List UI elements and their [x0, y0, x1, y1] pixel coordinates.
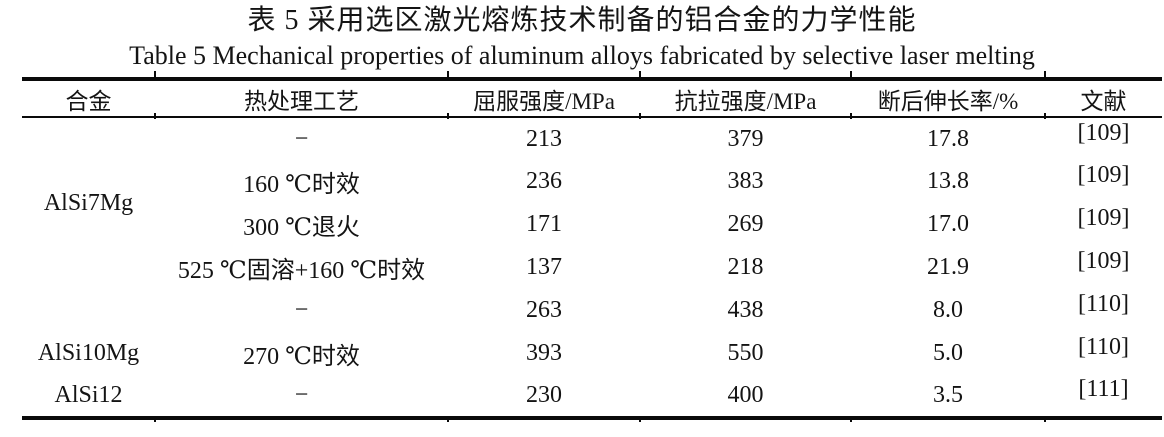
alloy-cell: AlSi7Mg	[43, 190, 134, 216]
treatment-cell: 525 ℃固溶+160 ℃时效	[177, 258, 426, 284]
treatment-cell: 160 ℃时效	[243, 172, 360, 198]
table-row: 300 ℃退火 171 269 17.0 [109]	[22, 203, 1162, 246]
reference-superscript: [109]	[1077, 248, 1130, 274]
col-header-yield-strength: 屈服强度/MPa	[448, 79, 640, 118]
column-tick	[1044, 71, 1046, 77]
reference-cell: [109]	[1045, 203, 1162, 246]
tensile-strength-cell: 379	[727, 125, 764, 152]
reference-cell: [110]	[1045, 332, 1162, 375]
yield-strength-cell: 137	[526, 254, 562, 280]
reference-superscript: [109]	[1077, 119, 1130, 146]
yield-strength-cell: 171	[526, 211, 562, 237]
column-tick	[1044, 113, 1046, 119]
mechanical-properties-table: 合金 热处理工艺 屈服强度/MPa 抗拉强度/MPa 断后伸长率/% 文献 Al…	[22, 71, 1162, 426]
column-tick	[850, 113, 852, 119]
column-tick	[850, 71, 852, 77]
elongation-cell: 13.8	[927, 168, 969, 194]
tensile-strength-cell: 438	[727, 297, 764, 323]
reference-superscript: [111]	[1078, 376, 1129, 402]
tensile-strength-cell: 400	[727, 382, 764, 408]
treatment-cell: 270 ℃时效	[243, 344, 360, 370]
treatment-cell: 300 ℃退火	[243, 215, 360, 241]
column-tick	[639, 416, 641, 422]
table-row: AlSi7Mg − 213 379 17.8 [109]	[22, 117, 1162, 217]
table-row: AlSi10Mg 270 ℃时效 393 550 5.0 [110]	[22, 332, 1162, 375]
column-tick	[447, 416, 449, 422]
reference-superscript: [110]	[1077, 334, 1130, 360]
tensile-strength-cell: 269	[727, 211, 764, 237]
reference-cell: [111]	[1045, 375, 1162, 418]
treatment-cell: −	[294, 297, 309, 323]
treatment-cell: −	[294, 382, 309, 408]
column-tick	[447, 113, 449, 119]
elongation-cell: 17.8	[927, 125, 969, 152]
elongation-cell: 3.5	[933, 382, 963, 408]
reference-cell: [109]	[1045, 246, 1162, 289]
reference-cell: [110]	[1045, 289, 1162, 332]
column-tick	[1044, 416, 1046, 422]
yield-strength-cell: 213	[526, 125, 562, 152]
reference-superscript: [109]	[1077, 162, 1130, 188]
elongation-cell: 17.0	[927, 211, 969, 237]
yield-strength-cell: 236	[526, 168, 562, 194]
column-tick	[154, 71, 156, 77]
column-tick	[850, 416, 852, 422]
tensile-strength-cell: 550	[727, 340, 764, 366]
col-header-tensile-strength: 抗拉强度/MPa	[640, 79, 851, 118]
elongation-cell: 5.0	[933, 340, 963, 366]
table-caption-en: Table 5 Mechanical properties of aluminu…	[129, 41, 1035, 70]
column-tick	[639, 71, 641, 77]
table-caption-zh: 表 5 采用选区激光熔炼技术制备的铝合金的力学性能	[247, 5, 917, 36]
tensile-strength-cell: 218	[727, 254, 764, 280]
col-header-heat-treatment: 热处理工艺	[155, 79, 448, 118]
table-row: 525 ℃固溶+160 ℃时效 137 218 21.9 [109]	[22, 246, 1162, 289]
alloy-cell: AlSi10Mg	[37, 340, 140, 366]
alloy-cell	[22, 289, 155, 332]
elongation-cell: 8.0	[933, 297, 963, 323]
reference-cell: [109]	[1045, 117, 1162, 160]
yield-strength-cell: 393	[526, 340, 562, 366]
reference-superscript: [110]	[1077, 291, 1130, 317]
elongation-cell: 21.9	[927, 254, 969, 280]
table-row: − 263 438 8.0 [110]	[22, 289, 1162, 332]
reference-cell: [109]	[1045, 160, 1162, 203]
column-tick	[639, 113, 641, 119]
table-row: 160 ℃时效 236 383 13.8 [109]	[22, 160, 1162, 203]
col-header-elongation: 断后伸长率/%	[851, 79, 1045, 118]
data-table: 合金 热处理工艺 屈服强度/MPa 抗拉强度/MPa 断后伸长率/% 文献 Al…	[22, 77, 1162, 420]
column-tick	[154, 416, 156, 422]
table-row: AlSi12 − 230 400 3.5 [111]	[22, 375, 1162, 418]
tensile-strength-cell: 383	[727, 168, 764, 194]
header-row: 合金 热处理工艺 屈服强度/MPa 抗拉强度/MPa 断后伸长率/% 文献	[22, 79, 1162, 118]
alloy-cell: AlSi12	[54, 382, 123, 408]
reference-superscript: [109]	[1077, 205, 1130, 231]
col-header-reference: 文献	[1045, 79, 1162, 118]
treatment-cell: −	[294, 125, 309, 152]
column-tick	[447, 71, 449, 77]
yield-strength-cell: 263	[526, 297, 562, 323]
yield-strength-cell: 230	[526, 382, 562, 408]
col-header-alloy: 合金	[22, 79, 155, 118]
column-tick	[154, 113, 156, 119]
